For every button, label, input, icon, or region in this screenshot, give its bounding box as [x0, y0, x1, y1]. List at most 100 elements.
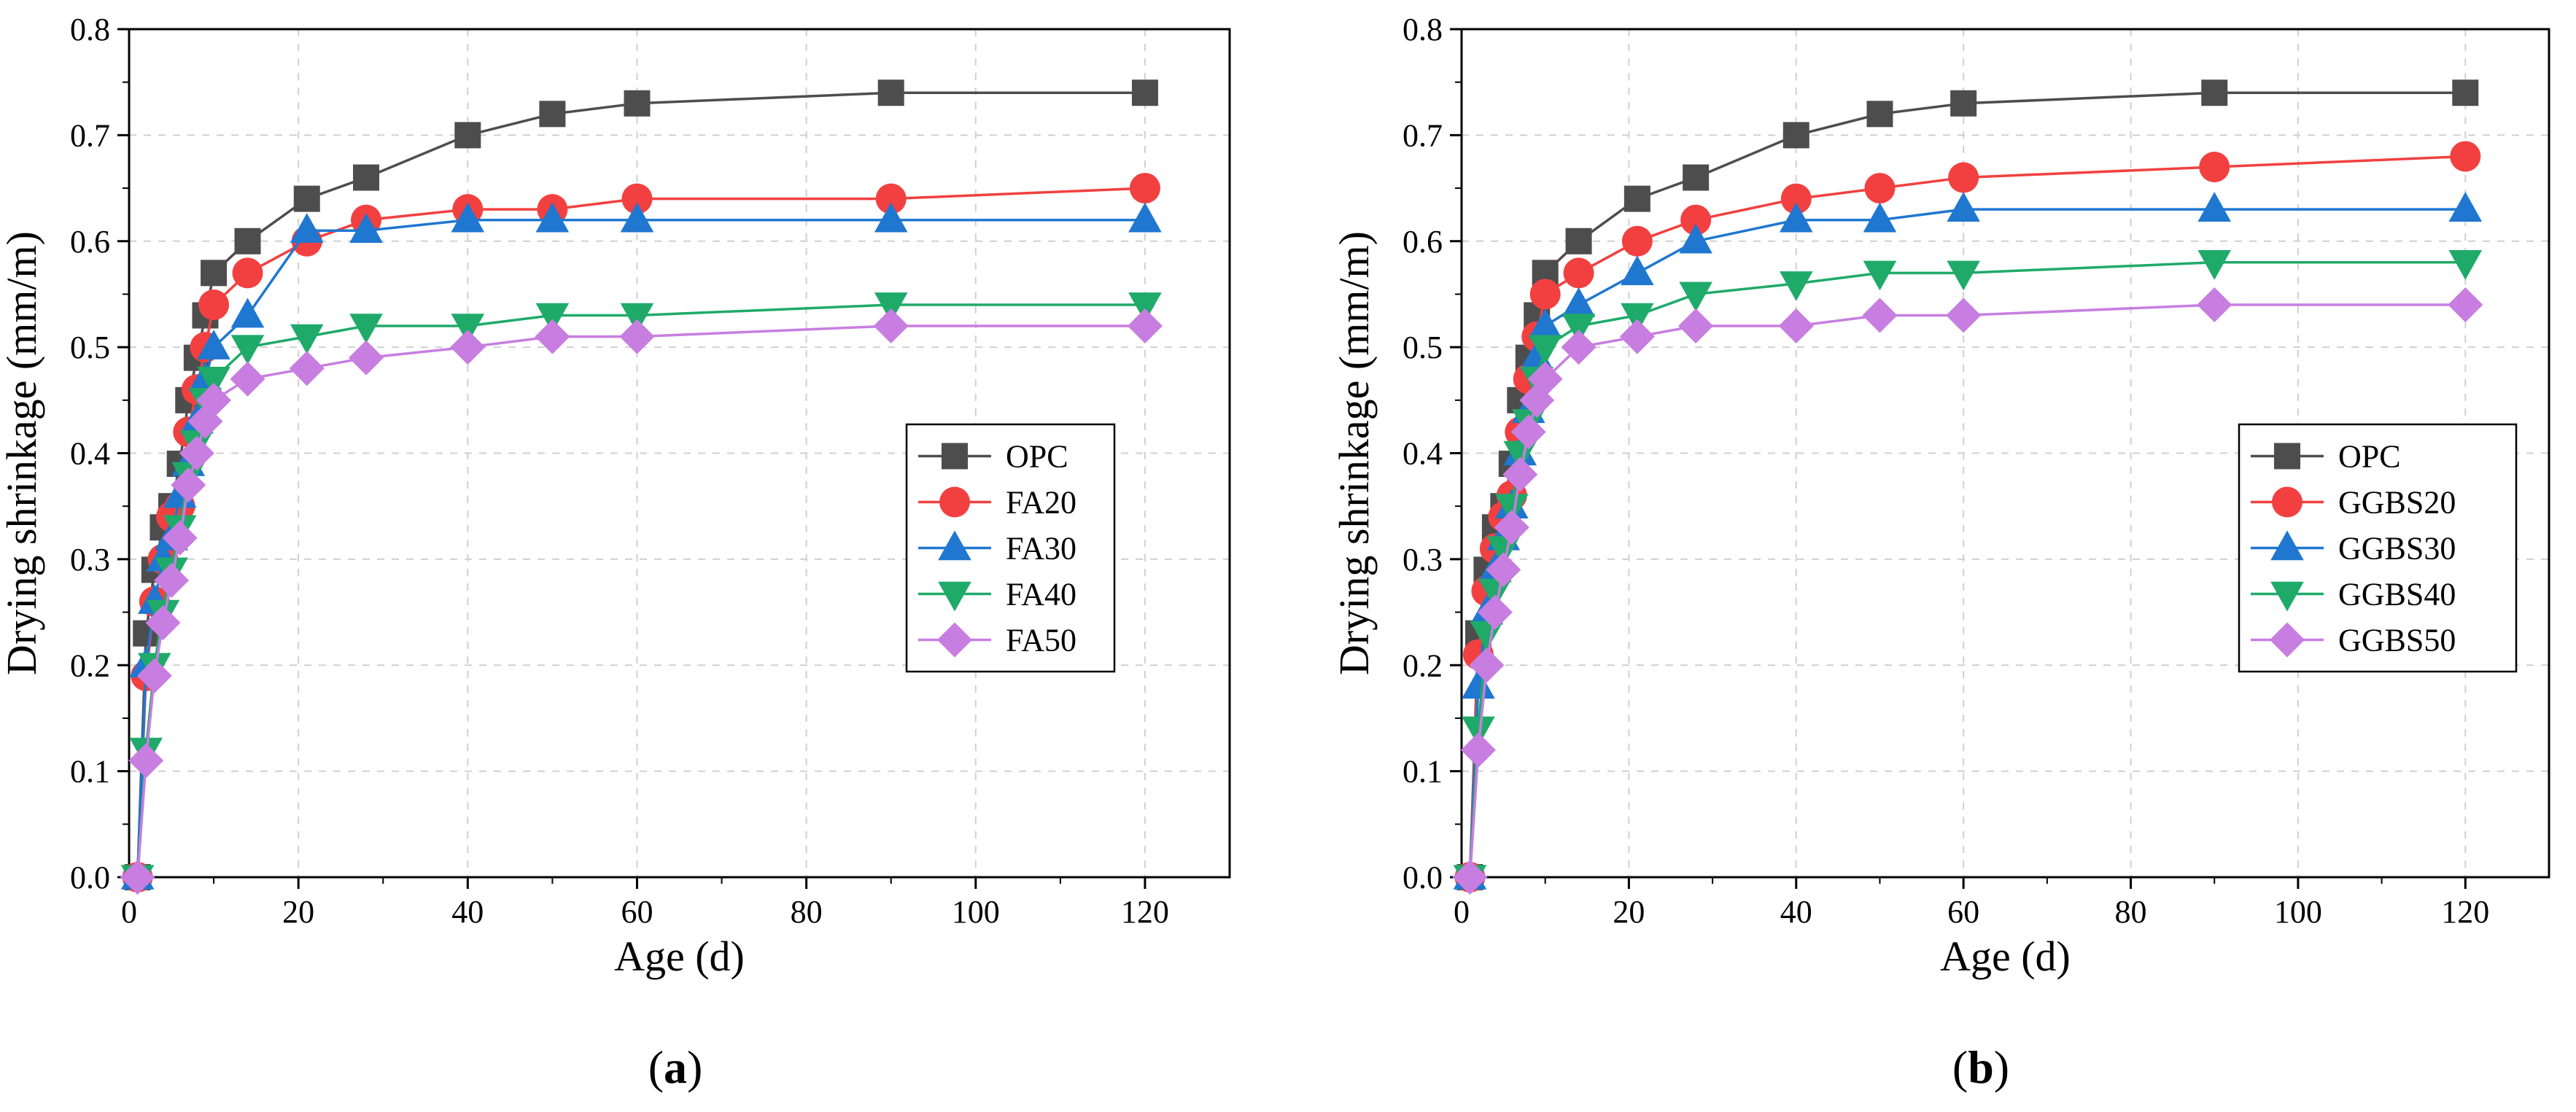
data-point-FA50 [196, 382, 232, 418]
data-point-FA50 [535, 319, 570, 354]
data-point-OPC [2452, 79, 2479, 106]
data-point-FA30 [451, 202, 485, 233]
data-point-FA20 [232, 257, 263, 289]
data-point-GGBS40 [1863, 260, 1897, 291]
data-point-FA40 [535, 303, 570, 333]
data-point-GGBS40 [1779, 271, 1813, 301]
data-point-GGBS50 [1527, 361, 1563, 397]
legend-label-FA40: FA40 [1006, 577, 1076, 613]
data-point-GGBS50 [1946, 298, 1982, 333]
data-point-GGBS40 [2448, 250, 2483, 280]
x-tick-label: 60 [1947, 894, 1979, 930]
data-point-GGBS30 [1528, 308, 1562, 338]
data-point-FA50 [873, 308, 909, 344]
legend: OPC FA20 FA30 FA40 FA50 [905, 423, 1116, 673]
data-point-OPC [454, 122, 481, 149]
data-point-FA50 [128, 743, 164, 779]
x-tick-label: 100 [2274, 894, 2322, 930]
data-point-OPC [293, 185, 320, 212]
data-point-OPC [1950, 90, 1977, 117]
data-point-FA40 [874, 292, 908, 322]
data-point-GGBS40 [1495, 494, 1529, 524]
data-point-FA50 [619, 319, 655, 354]
chart-panel-b: 0 20 40 60 80 100 120 0.0 0.1 0.2 0.3 0.4 0.5 0.6 0.7 0… [1330, 12, 2550, 1093]
y-tick-label: 0.2 [1403, 648, 1443, 683]
data-point-GGBS30 [1863, 202, 1897, 233]
y-tick-label: 0.2 [70, 648, 110, 683]
x-tick-label: 100 [952, 894, 1000, 930]
data-point-GGBS50 [2197, 287, 2232, 322]
x-tick-label: 80 [2115, 894, 2147, 930]
data-point-FA40 [349, 314, 383, 344]
data-point-FA20 [621, 183, 653, 214]
data-point-FA30 [230, 298, 265, 328]
data-point-GGBS50 [1452, 860, 1488, 895]
y-tick-label: 0.1 [1403, 754, 1443, 790]
legend-marker-GGBS40 [2270, 581, 2304, 612]
legend-label-GGBS30: GGBS30 [2338, 531, 2456, 567]
data-point-FA40 [290, 324, 324, 354]
data-point-OPC [1782, 122, 1809, 149]
caption-letter: a [664, 1041, 687, 1093]
data-point-OPC [1623, 185, 1650, 212]
caption-open: ( [648, 1041, 664, 1093]
x-axis-title: Age (d) [1940, 933, 2071, 980]
data-point-FA30 [535, 202, 570, 233]
legend-label-GGBS20: GGBS20 [2338, 485, 2456, 521]
x-tick-label: 120 [1121, 894, 1169, 930]
y-tick-label: 0.7 [70, 117, 110, 153]
y-tick-label: 0.3 [1403, 542, 1443, 578]
x-tick-label: 120 [2441, 894, 2489, 930]
legend-label-GGBS40: GGBS40 [2338, 577, 2456, 613]
data-point-GGBS20 [2199, 151, 2230, 182]
data-point-FA30 [349, 213, 383, 244]
data-point-FA30 [197, 330, 230, 359]
data-point-FA30 [874, 202, 908, 233]
legend-marker-FA50 [937, 622, 972, 658]
y-axis-title: Drying shrinkage (mm/m) [1330, 231, 1378, 675]
data-point-FA30 [620, 202, 654, 233]
y-tick-label: 0.8 [1403, 12, 1443, 47]
data-point-GGBS20 [1948, 162, 1979, 193]
data-point-GGBS30 [1679, 223, 1712, 254]
y-tick-label: 0.0 [70, 860, 110, 895]
data-point-FA50 [171, 467, 206, 503]
data-point-GGBS50 [1561, 330, 1597, 365]
y-tick-label: 0.6 [1403, 224, 1443, 260]
x-tick-label: 20 [1613, 894, 1645, 930]
x-tick-label: 0 [121, 894, 137, 930]
data-point-GGBS50 [1477, 594, 1513, 630]
data-point-FA50 [120, 860, 155, 895]
y-tick-label: 0.0 [1403, 860, 1443, 895]
data-point-GGBS50 [1469, 648, 1505, 683]
data-point-GGBS40 [1621, 303, 1654, 333]
data-point-GGBS30 [2197, 192, 2232, 222]
legend-label-OPC: OPC [2338, 439, 2401, 475]
data-point-GGBS20 [2450, 141, 2481, 172]
legend-label-GGBS50: GGBS50 [2338, 623, 2456, 658]
data-point-FA40 [451, 314, 485, 344]
legend-marker-FA30 [938, 530, 971, 561]
data-point-FA50 [450, 330, 486, 365]
y-tick-label: 0.4 [70, 436, 110, 472]
panel-caption: (b) [1952, 1041, 2009, 1093]
legend-label-FA50: FA50 [1006, 623, 1076, 658]
data-point-GGBS40 [1462, 716, 1495, 747]
legend-marker-FA40 [938, 581, 971, 612]
caption-open: ( [1952, 1041, 1968, 1093]
x-tick-label: 0 [1454, 894, 1470, 930]
x-tick-label: 20 [282, 894, 314, 930]
data-point-GGBS40 [1561, 314, 1596, 344]
x-tick-label: 80 [791, 894, 823, 930]
data-point-FA50 [136, 658, 172, 693]
data-point-FA50 [289, 351, 325, 386]
data-point-OPC [877, 79, 904, 106]
legend-marker-GGBS20 [2272, 486, 2303, 518]
data-point-OPC [1131, 79, 1158, 106]
data-point-OPC [539, 101, 566, 128]
data-point-GGBS40 [2197, 250, 2232, 280]
legend: OPC GGBS20 GGBS30 GGBS40 GGBS50 [2238, 423, 2518, 673]
data-point-OPC [1565, 228, 1592, 254]
y-tick-label: 0.1 [70, 754, 110, 790]
